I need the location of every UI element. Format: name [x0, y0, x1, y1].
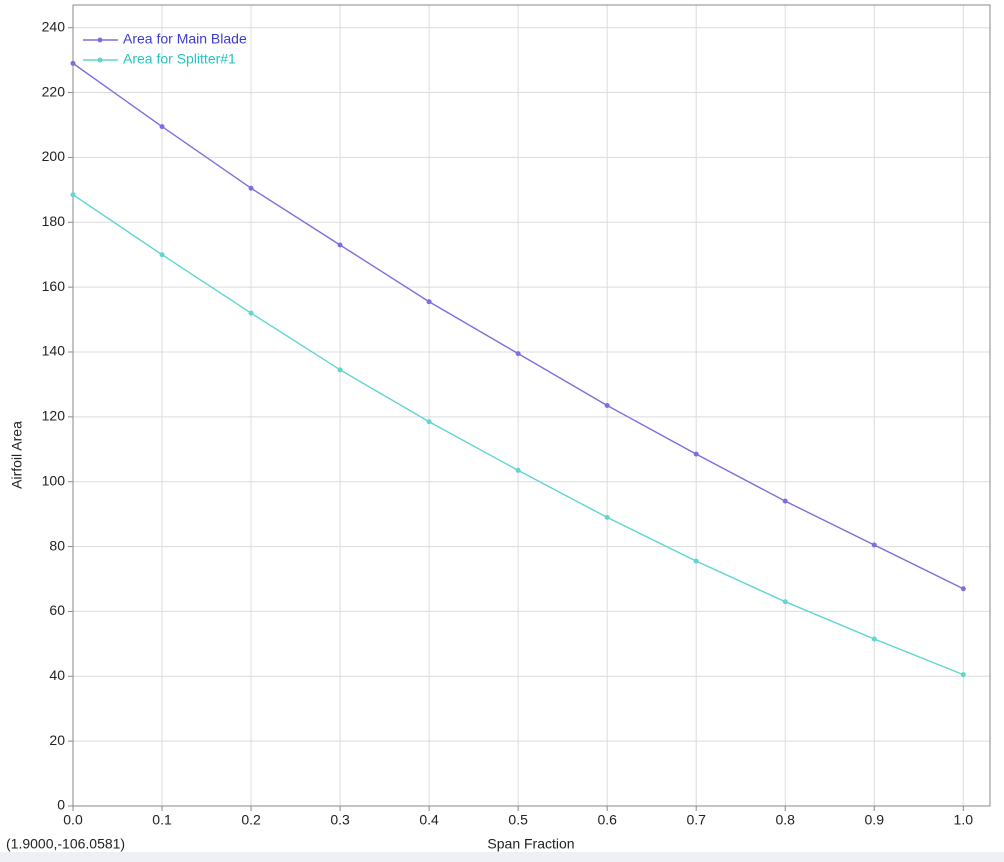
data-point — [159, 252, 165, 258]
x-tick-label: 0.6 — [597, 812, 617, 828]
data-point — [871, 636, 877, 642]
data-point — [248, 185, 254, 191]
data-point — [604, 403, 610, 408]
legend-label: Area for Splitter#1 — [123, 51, 236, 67]
legend-marker — [97, 37, 103, 43]
y-tick-label: 120 — [42, 408, 66, 424]
data-point — [337, 242, 343, 248]
x-axis-title: Span Fraction — [487, 836, 574, 852]
legend-marker — [97, 57, 103, 63]
data-point — [426, 419, 432, 425]
x-tick-label: 0.7 — [686, 812, 706, 828]
y-tick-label: 160 — [42, 278, 66, 294]
y-tick-label: 200 — [42, 148, 66, 164]
x-tick-label: 0.9 — [865, 812, 885, 828]
data-point — [782, 498, 788, 504]
x-tick-label: 0.3 — [330, 812, 350, 828]
data-point — [515, 351, 521, 357]
legend-label: Area for Main Blade — [123, 31, 247, 47]
data-point — [693, 558, 699, 564]
x-tick-label: 1.0 — [954, 812, 974, 828]
y-tick-label: 60 — [49, 602, 65, 618]
x-tick-label: 0.4 — [419, 812, 439, 828]
y-tick-label: 100 — [42, 472, 66, 488]
data-point — [70, 60, 76, 66]
data-point — [159, 124, 165, 130]
data-point — [871, 542, 877, 548]
data-point — [426, 299, 432, 305]
x-tick-label: 0.5 — [508, 812, 528, 828]
data-point — [960, 586, 966, 592]
data-point — [515, 467, 521, 473]
data-point — [337, 367, 343, 373]
status-strip — [0, 852, 1004, 862]
data-point — [960, 672, 966, 678]
x-tick-label: 0.2 — [241, 812, 261, 828]
y-tick-label: 240 — [42, 18, 66, 34]
y-tick-label: 40 — [49, 667, 65, 683]
y-tick-label: 0 — [57, 797, 65, 813]
x-tick-label: 0.8 — [775, 812, 795, 828]
y-tick-label: 80 — [49, 537, 65, 553]
y-tick-label: 20 — [49, 732, 65, 748]
data-point — [693, 451, 699, 457]
plot-frame — [72, 4, 991, 807]
y-tick-label: 140 — [42, 343, 66, 359]
y-tick-label: 220 — [42, 83, 66, 99]
data-point — [604, 514, 610, 520]
x-tick-label: 0.1 — [152, 812, 172, 828]
x-tick-label: 0.0 — [63, 812, 83, 828]
y-axis-title: Airfoil Area — [9, 421, 25, 489]
cursor-readout: (1.9000,-106.0581) — [6, 836, 125, 852]
data-point — [70, 192, 76, 198]
data-point — [782, 599, 788, 605]
y-tick-label: 180 — [42, 213, 66, 229]
data-point — [248, 310, 254, 316]
